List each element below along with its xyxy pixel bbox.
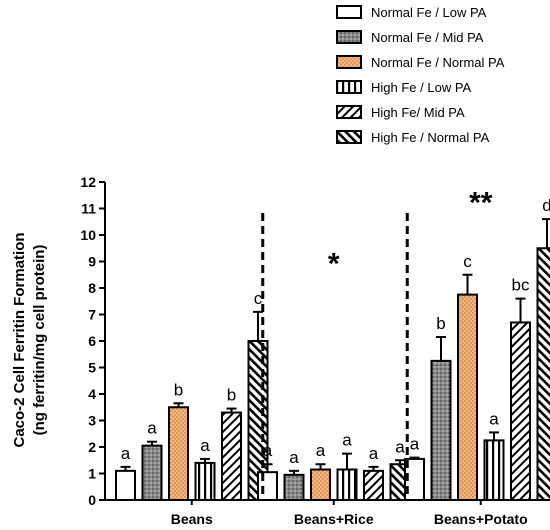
y-tick-label: 9 <box>88 254 96 270</box>
y-axis-label: Caco-2 Cell Ferritin Formation (ng ferri… <box>11 232 48 447</box>
bar <box>168 406 189 501</box>
significance-letter: a <box>121 444 131 463</box>
significance-letter: a <box>410 435 420 454</box>
y-tick-label: 8 <box>88 280 96 296</box>
y-tick-label: 10 <box>80 227 96 243</box>
y-tick-label: 4 <box>88 386 96 402</box>
significance-letter: a <box>263 441 273 460</box>
y-axis-label-line1: Caco-2 Cell Ferritin Formation <box>11 232 28 447</box>
y-tick-label: 11 <box>81 201 96 217</box>
x-category-label: Beans <box>171 511 213 527</box>
bar <box>283 473 305 502</box>
significance-letter: a <box>147 419 157 438</box>
legend-entry: High Fe / Low PA <box>371 80 472 95</box>
bar <box>336 468 358 501</box>
significance-letter: a <box>200 436 210 455</box>
significance-letter: c <box>463 252 472 271</box>
significance-letter: a <box>369 444 379 463</box>
group-dividers <box>261 213 409 500</box>
bar <box>536 247 550 501</box>
legend-swatch <box>336 105 362 119</box>
bar <box>483 439 505 501</box>
y-tick-label: 2 <box>88 439 96 455</box>
y-tick-label: 5 <box>88 360 96 376</box>
bar <box>430 359 452 501</box>
bar <box>141 444 163 501</box>
x-category-label: Beans+Rice <box>294 511 374 527</box>
significance-letter: a <box>489 409 499 428</box>
significance-letter: a <box>316 441 326 460</box>
significance-letter: b <box>227 386 236 405</box>
bar <box>510 321 531 502</box>
significance-annotation: * <box>328 248 340 281</box>
significance-letter: b <box>174 380 183 399</box>
significance-annotation: ** <box>469 187 493 220</box>
annotations: *** <box>328 187 493 281</box>
y-tick-label: 12 <box>80 174 96 190</box>
legend-entry: Normal Fe / Normal PA <box>371 55 505 70</box>
bar <box>457 293 478 501</box>
y-tick-label: 1 <box>88 466 96 482</box>
legend-swatch <box>336 30 362 44</box>
bar <box>194 461 216 501</box>
y-tick-label: 3 <box>88 413 96 429</box>
x-category-label: Beans+Potato <box>434 511 528 527</box>
bar <box>115 469 136 502</box>
legend-entry: High Fe/ Mid PA <box>371 105 465 120</box>
legend-swatch <box>336 5 362 19</box>
legend-swatch <box>336 130 362 144</box>
y-tick-label: 6 <box>88 333 96 349</box>
bar <box>310 468 331 501</box>
significance-letter: bc <box>512 276 530 295</box>
significance-letter: b <box>436 314 445 333</box>
significance-letter: a <box>342 431 352 450</box>
bar <box>257 471 278 501</box>
legend-swatch <box>336 80 362 94</box>
x-axis: Beans Beans+Rice Beans+Potato <box>105 499 545 527</box>
significance-letter: d <box>542 196 550 215</box>
bar <box>221 411 242 501</box>
significance-letter: c <box>254 289 263 308</box>
legend-entry: High Fe / Normal PA <box>371 130 490 145</box>
y-axis-label-line2: (ng ferritin/mg cell protein) <box>31 245 48 436</box>
legend-swatch <box>336 55 362 69</box>
y-tick-label: 0 <box>88 492 96 508</box>
legend-entry: Normal Fe / Mid PA <box>371 30 484 45</box>
significance-letter: a <box>395 437 405 456</box>
bar <box>363 469 384 502</box>
legend-entry: Normal Fe / Low PA <box>371 5 487 20</box>
significance-letter: a <box>289 448 299 467</box>
legend: Normal Fe / Low PA Normal Fe / Mid PA Norm… <box>336 5 505 145</box>
bar <box>404 457 425 501</box>
y-tick-label: 7 <box>88 307 96 323</box>
